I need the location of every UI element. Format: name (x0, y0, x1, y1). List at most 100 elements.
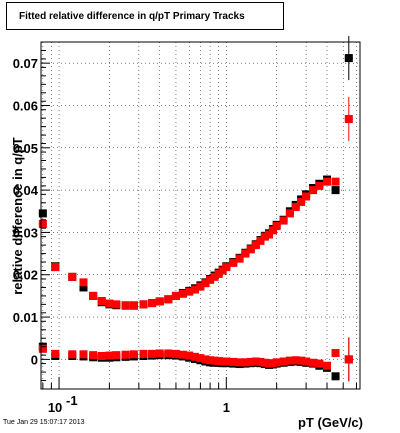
x-tick-exponent: -1 (66, 393, 78, 408)
data-point (331, 186, 340, 195)
data-point (79, 278, 88, 287)
y-tick-label: 0.07 (13, 56, 38, 71)
data-point (260, 358, 269, 367)
data-point (178, 289, 187, 298)
data-point (279, 357, 288, 366)
data-point (38, 219, 47, 228)
y-tick-label: 0.01 (13, 310, 38, 325)
chart-title: Fitted relative difference in q/pT Prima… (19, 11, 245, 22)
data-point (89, 291, 98, 300)
y-tick-label: 0.05 (13, 141, 38, 156)
data-point (229, 258, 238, 267)
data-point (155, 349, 164, 358)
data-point (196, 282, 205, 291)
data-point (315, 359, 324, 368)
data-point (241, 358, 250, 367)
data-point (112, 300, 121, 309)
data-point (297, 197, 306, 206)
data-point (302, 357, 311, 366)
data-point (51, 263, 60, 272)
data-point (302, 192, 311, 201)
data-point (210, 272, 219, 281)
data-point (51, 349, 60, 358)
data-point (148, 349, 157, 358)
data-point (201, 355, 210, 364)
y-axis-title: relative difference in q/pT (10, 137, 25, 295)
data-point (164, 349, 173, 358)
data-point (229, 357, 238, 366)
data-point (323, 177, 332, 186)
data-point (235, 254, 244, 263)
data-point (235, 358, 244, 367)
data-point (285, 209, 294, 218)
data-point (256, 357, 265, 366)
data-point (185, 287, 194, 296)
data-point (185, 351, 194, 360)
data-point (246, 357, 255, 366)
data-point (171, 349, 180, 358)
data-point (291, 203, 300, 212)
data-point (309, 186, 318, 195)
axes: 0 0.01 0.02 0.03 0.04 0.05 0.06 0.07 10 -1 1 (13, 41, 357, 415)
data-point (206, 356, 215, 365)
data-point (222, 357, 231, 366)
data-point (191, 352, 200, 361)
data-point (201, 279, 210, 288)
data-point (210, 356, 219, 365)
data-point (112, 351, 121, 360)
data-point (196, 354, 205, 363)
data-point (285, 356, 294, 365)
data-point (105, 299, 114, 308)
data-point (164, 295, 173, 304)
data-point (291, 356, 300, 365)
data-point (139, 349, 148, 358)
data-point (344, 115, 353, 124)
data-point (331, 349, 340, 358)
data-point (246, 245, 255, 254)
data-point (251, 357, 260, 366)
data-marks (38, 36, 353, 382)
data-point (129, 350, 138, 359)
y-tick-label: 0.06 (13, 98, 38, 113)
data-point (279, 216, 288, 225)
x-tick-label: 1 (223, 400, 230, 415)
timestamp: Tue Jan 29 15:07:17 2013 (3, 419, 85, 426)
data-point (148, 299, 157, 308)
data-point (344, 54, 353, 63)
data-point (256, 236, 265, 245)
data-point (171, 291, 180, 300)
x-tick-label: 10 (48, 400, 62, 415)
data-point (309, 358, 318, 367)
data-point (68, 350, 77, 359)
data-point (268, 226, 277, 235)
data-point (206, 275, 215, 284)
data-point (241, 249, 250, 258)
data-point (139, 300, 148, 309)
data-point (251, 241, 260, 250)
data-point (89, 351, 98, 360)
data-point (121, 350, 130, 359)
data-point (178, 350, 187, 359)
data-point (265, 230, 274, 239)
data-point (79, 283, 88, 292)
y-tick-label: 0 (31, 352, 38, 367)
data-point (79, 350, 88, 359)
data-point (323, 361, 332, 370)
chart-title-box: Fitted relative difference in q/pT Prima… (6, 2, 284, 30)
x-axis-title: pT (GeV/c) (298, 415, 363, 430)
y-tick-label: 0.04 (13, 183, 39, 198)
grid (41, 42, 360, 389)
data-point (38, 209, 47, 218)
data-point (260, 232, 269, 241)
data-point (68, 272, 77, 281)
data-point (331, 372, 340, 381)
data-point (191, 285, 200, 294)
data-point (315, 181, 324, 190)
data-point (97, 351, 106, 360)
data-point (121, 301, 130, 310)
y-tick-label: 0.03 (13, 225, 38, 240)
data-point (105, 351, 114, 360)
data-point (297, 356, 306, 365)
data-point (97, 296, 106, 305)
